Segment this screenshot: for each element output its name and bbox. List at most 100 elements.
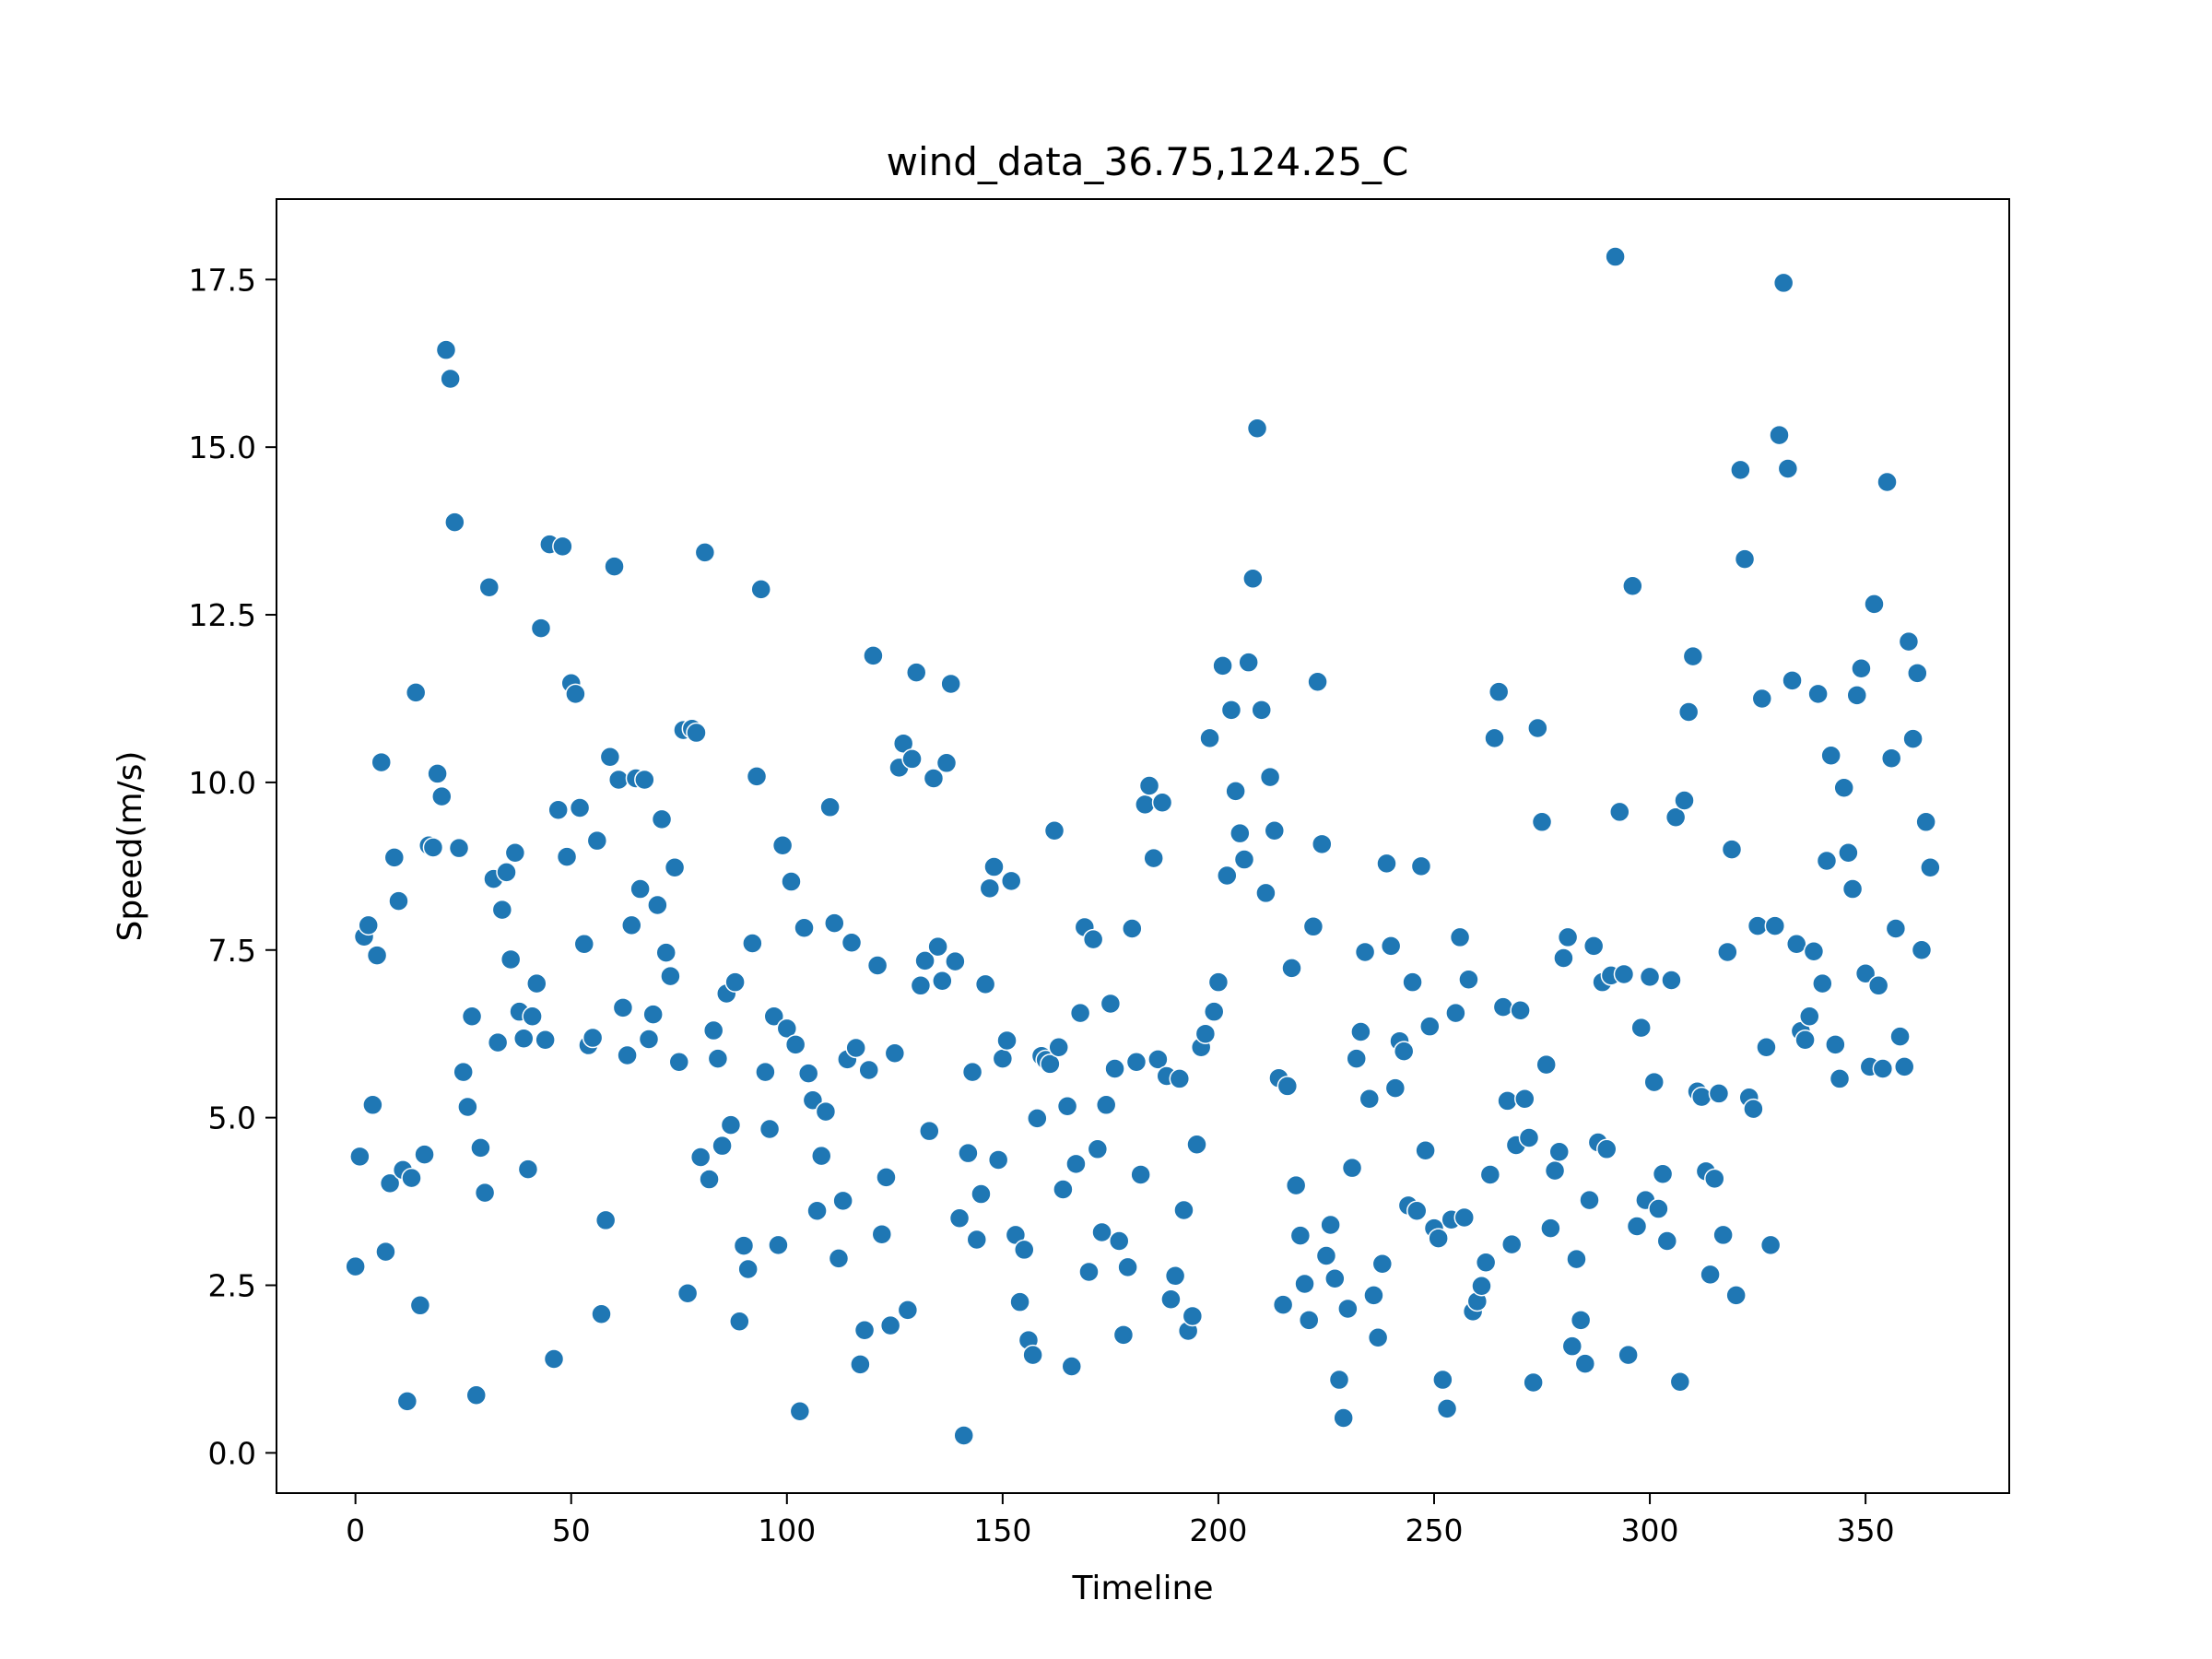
data-point (724, 971, 746, 993)
data-point (910, 975, 932, 996)
data-point (1233, 849, 1255, 870)
data-point (1816, 850, 1838, 872)
data-point (1915, 811, 1936, 833)
data-point (1902, 728, 1924, 749)
data-point (1151, 792, 1173, 813)
data-point (961, 1061, 983, 1083)
data-point (1665, 806, 1687, 828)
data-point (1907, 663, 1928, 684)
data-point (996, 1030, 1018, 1052)
data-point (582, 1027, 604, 1049)
data-point (1337, 1298, 1359, 1320)
data-point (1785, 933, 1807, 955)
data-point (435, 339, 457, 360)
data-point (1772, 272, 1794, 294)
data-point (1579, 1189, 1600, 1211)
data-point (1078, 1261, 1100, 1283)
data-point (1194, 1023, 1217, 1044)
y-tick-label: 2.5 (208, 1267, 256, 1303)
data-point (1112, 1324, 1135, 1346)
data-point (573, 933, 595, 955)
data-point (1782, 670, 1803, 691)
data-point (784, 1034, 806, 1055)
data-point (1717, 941, 1738, 963)
data-point (1285, 1174, 1307, 1196)
data-point (694, 542, 716, 563)
data-point (655, 942, 677, 963)
data-point (1302, 916, 1324, 937)
data-point (1911, 939, 1933, 961)
data-point (1065, 1153, 1087, 1175)
data-point (1225, 781, 1246, 802)
data-point (409, 1295, 431, 1316)
data-point (1854, 962, 1877, 984)
data-point (1557, 926, 1579, 948)
data-point (923, 768, 945, 789)
data-point (1841, 878, 1864, 900)
data-point (504, 842, 526, 864)
data-point (1475, 1252, 1497, 1274)
x-tick-label: 200 (1189, 1512, 1247, 1548)
data-point (755, 1061, 776, 1083)
data-point (565, 683, 586, 705)
data-point (362, 1094, 383, 1116)
data-point (858, 1059, 879, 1081)
data-point (629, 878, 651, 900)
data-point (1458, 969, 1479, 991)
data-point (1479, 1164, 1501, 1185)
data-point (1242, 568, 1264, 589)
data-point (491, 899, 513, 921)
data-point (1626, 1216, 1648, 1237)
data-point (819, 796, 841, 818)
data-point (591, 1303, 612, 1325)
data-point (617, 1044, 638, 1066)
data-point (457, 1096, 478, 1118)
data-point (1630, 1017, 1652, 1039)
data-point (953, 1425, 974, 1446)
x-tick-label: 300 (1621, 1512, 1679, 1548)
data-point (1406, 1200, 1428, 1221)
data-point (802, 1089, 824, 1111)
data-point (1048, 1036, 1069, 1058)
data-point (702, 1019, 724, 1041)
data-point (1682, 645, 1704, 667)
data-point (517, 1159, 539, 1180)
data-point (1669, 1371, 1691, 1393)
data-point (1298, 1310, 1320, 1331)
data-point (1053, 1179, 1074, 1200)
data-point (1566, 1248, 1587, 1270)
data-point (1747, 915, 1769, 936)
data-point (771, 835, 794, 856)
data-point (1445, 1002, 1466, 1024)
data-point (1893, 1056, 1915, 1077)
data-point (1186, 1134, 1207, 1155)
data-point (1523, 1371, 1544, 1394)
data-point (1553, 947, 1574, 969)
data-point (1877, 471, 1898, 493)
data-point (850, 1354, 871, 1375)
data-point (1402, 971, 1423, 993)
data-point (1846, 685, 1868, 706)
y-tick-label: 10.0 (189, 765, 256, 801)
data-point (1807, 683, 1829, 705)
data-point (1069, 1002, 1091, 1024)
data-point (1527, 717, 1548, 739)
data-point (1359, 1088, 1381, 1110)
data-point (1264, 820, 1286, 841)
data-point (1825, 1034, 1846, 1055)
data-point (1307, 671, 1328, 693)
x-tick-label: 250 (1405, 1512, 1463, 1548)
data-point (1453, 1206, 1476, 1229)
data-point (1544, 1159, 1566, 1182)
data-point (444, 512, 465, 533)
data-point (453, 1061, 474, 1083)
data-point (1040, 1053, 1061, 1075)
data-point (547, 799, 569, 820)
data-point (664, 857, 686, 878)
data-point (992, 1048, 1014, 1069)
data-point (1371, 1253, 1394, 1275)
data-point (1043, 820, 1065, 841)
data-point (1540, 1218, 1561, 1239)
data-point (1125, 1051, 1147, 1073)
